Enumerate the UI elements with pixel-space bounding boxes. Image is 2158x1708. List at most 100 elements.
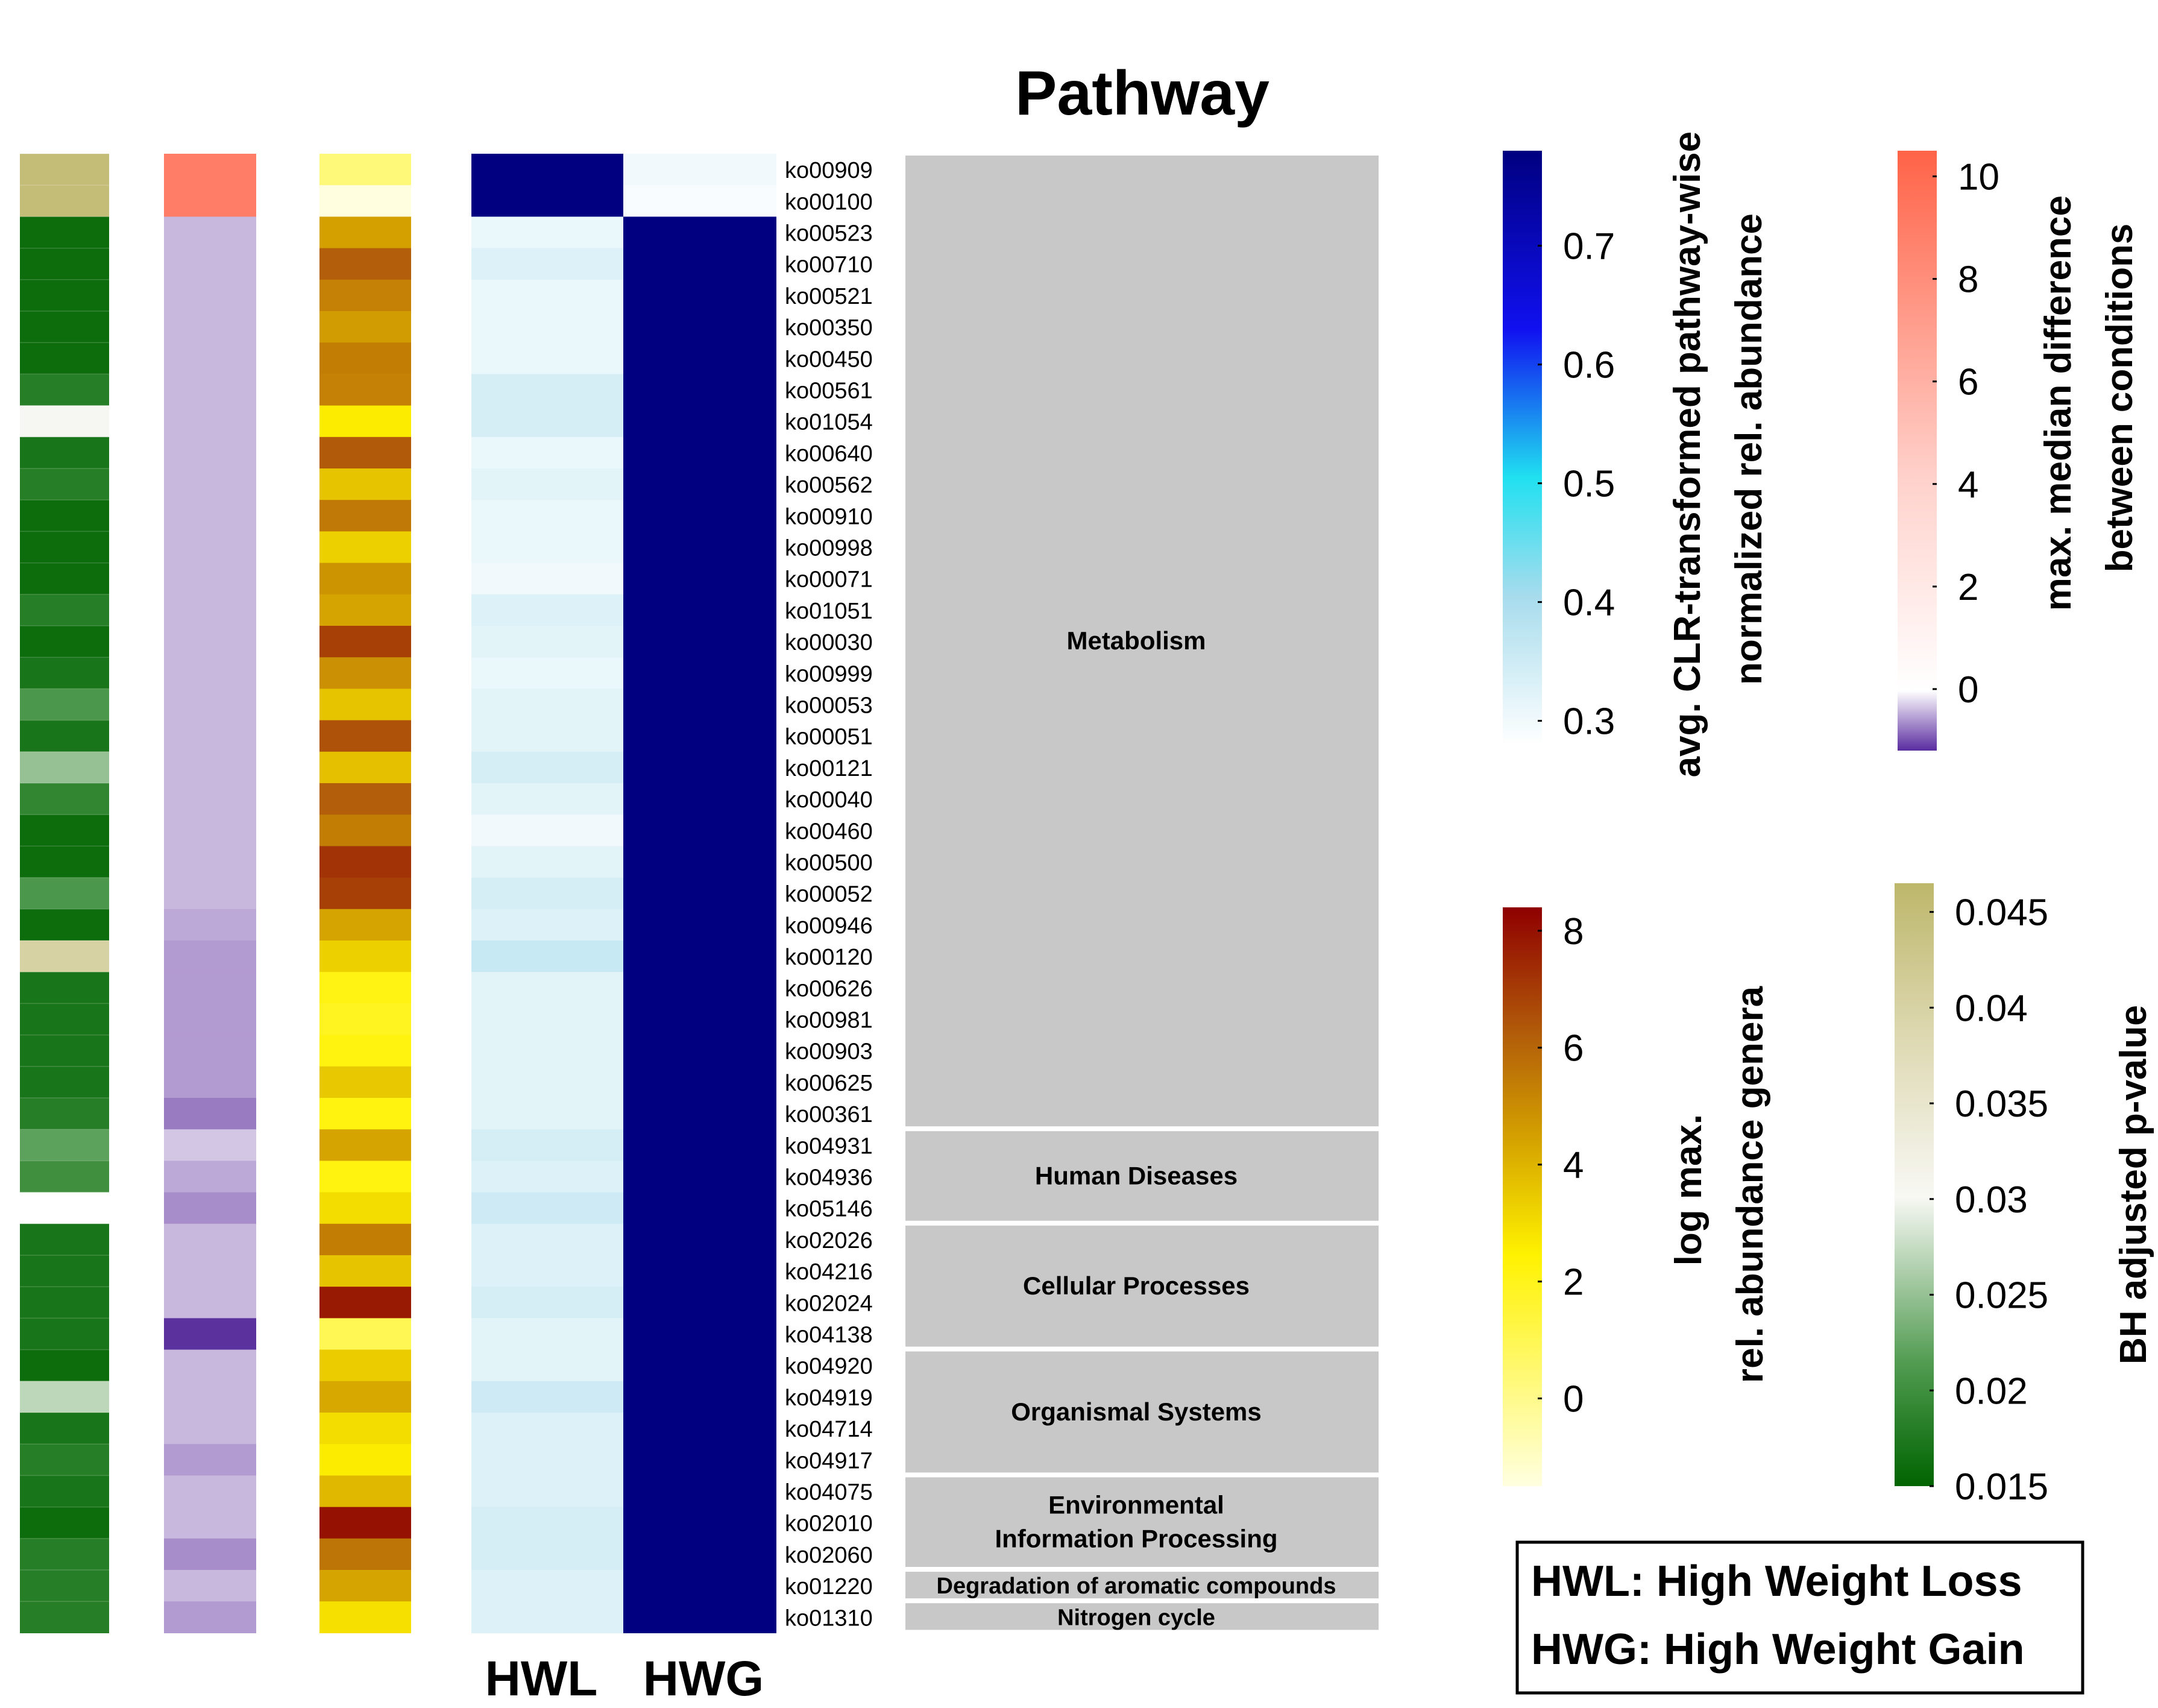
row-label: ko04075 — [785, 1480, 873, 1505]
heatmap-cell-hwg — [623, 500, 776, 532]
pathway-group-label: Metabolism — [1066, 626, 1206, 655]
pathway-group-label: Human Diseases — [1035, 1162, 1238, 1190]
legend-clr-ticks: 0.7 0.6 0.5 0.4 0.3 — [1538, 226, 1615, 743]
legend-pvalue-title: BH adjusted p-value — [2113, 1005, 2154, 1364]
row-label: ko00710 — [785, 253, 873, 278]
heatmap-cell-hwl — [471, 1035, 623, 1067]
heatmap-cell-hwl — [471, 751, 623, 784]
abundance-cell — [319, 500, 411, 532]
heatmap-cell-hwl — [471, 689, 623, 721]
pathway-group-box — [905, 1131, 1379, 1221]
row-label: ko04138 — [785, 1323, 873, 1348]
row-label: ko00998 — [785, 536, 873, 561]
legend-pvalue-ticks: 0.045 0.04 0.035 0.03 0.025 0.02 0.015 — [1930, 892, 2048, 1508]
abundance-cell — [319, 1003, 411, 1036]
pathway-group-label: Nitrogen cycle — [1057, 1605, 1215, 1630]
pvalue-cell — [20, 1003, 109, 1036]
row-label: ko00903 — [785, 1039, 873, 1065]
heatmap-cell-hwg — [623, 248, 776, 280]
pvalue-cell — [20, 342, 109, 374]
heatmap-cell-hwg — [623, 279, 776, 312]
heatmap-cell-hwg — [623, 1287, 776, 1319]
heatmap-cell-hwl — [471, 1538, 623, 1571]
heatmap-cell-hwl — [471, 248, 623, 280]
heatmap-cell-hwg — [623, 1098, 776, 1130]
median-diff-cell — [164, 941, 256, 972]
median-diff-cell — [164, 342, 256, 374]
abundance-cell — [319, 657, 411, 689]
row-label: ko00053 — [785, 693, 873, 719]
row-label: ko01220 — [785, 1574, 873, 1599]
heatmap-cell-hwg — [623, 405, 776, 438]
pvalue-cell — [20, 972, 109, 1004]
pvalue-cell — [20, 1538, 109, 1571]
abundance-cell — [319, 1192, 411, 1224]
pvalue-cell — [20, 689, 109, 721]
heatmap-cell-hwg — [623, 846, 776, 878]
median-diff-cell — [164, 216, 256, 249]
pathway-group-label: Information Processing — [995, 1525, 1277, 1553]
heatmap-cell-hwl — [471, 815, 623, 846]
legend-abundance-title-line2: rel. abundance genera — [1729, 986, 1771, 1383]
row-label: ko00946 — [785, 913, 873, 939]
pvalue-cell — [20, 1255, 109, 1287]
pvalue-cell — [20, 531, 109, 564]
abundance-cell — [319, 626, 411, 658]
pvalue-cell — [20, 1192, 109, 1224]
heatmap-cell-hwl — [471, 720, 623, 752]
heatmap-cell-hwl — [471, 1161, 623, 1193]
abundance-cell — [319, 909, 411, 941]
heatmap-cell-hwl — [471, 1507, 623, 1539]
pathway-group-box — [905, 1477, 1379, 1567]
heatmap-cell-hwl — [471, 1098, 623, 1130]
key-hwl: HWL: High Weight Loss — [1531, 1557, 2022, 1606]
legend-tick-label: 2 — [1958, 567, 1978, 608]
heatmap-cell-hwg — [623, 815, 776, 846]
heatmap-cell-hwg — [623, 1035, 776, 1067]
heatmap-cell-hwg — [623, 1003, 776, 1036]
pathway-group-label: Degradation of aromatic compounds — [937, 1574, 1336, 1599]
heatmap-cell-hwg — [623, 1570, 776, 1602]
pvalue-cell — [20, 815, 109, 846]
median-diff-cell — [164, 154, 256, 186]
abundance-cell — [319, 531, 411, 564]
legend-abundance-colorbar — [1503, 907, 1542, 1486]
median-diff-cell — [164, 436, 256, 469]
median-diff-cell — [164, 1255, 256, 1287]
median-diff-cell — [164, 1223, 256, 1256]
row-label: ko00120 — [785, 945, 873, 970]
abundance-cell — [319, 1349, 411, 1382]
chart-title: Pathway — [1015, 58, 1269, 128]
legend-median-diff-title: max. median difference between condition… — [2037, 185, 2141, 611]
heatmap-cell-hwl — [471, 1255, 623, 1287]
key-hwg: HWG: High Weight Gain — [1531, 1625, 2025, 1674]
heatmap-cell-hwg — [623, 1161, 776, 1193]
abundance-cell — [319, 751, 411, 784]
heatmap-cell-hwg — [623, 909, 776, 941]
legend-clr-title: avg. CLR-transformed pathway-wise normal… — [1667, 121, 1770, 778]
heatmap-cell-hwg — [623, 185, 776, 217]
median-diff-cell — [164, 626, 256, 658]
row-label: ko00521 — [785, 284, 873, 309]
row-label: ko04917 — [785, 1448, 873, 1473]
pvalue-cell — [20, 279, 109, 312]
heatmap-cell-hwg — [623, 1255, 776, 1287]
pvalue-cell — [20, 1570, 109, 1602]
row-label: ko02010 — [785, 1511, 873, 1537]
legend-tick-label: 0.015 — [1955, 1466, 2048, 1508]
row-label: ko00071 — [785, 567, 873, 593]
legend-tick-label: 8 — [1958, 259, 1978, 301]
legend-tick-label: 0.4 — [1563, 582, 1615, 624]
median-diff-cell — [164, 1192, 256, 1224]
median-diff-cell — [164, 846, 256, 878]
heatmap-cell-hwl — [471, 374, 623, 406]
median-diff-cell — [164, 720, 256, 752]
abbreviation-key-box — [1515, 1540, 2084, 1695]
abundance-cell — [319, 1381, 411, 1413]
row-label: ko01310 — [785, 1606, 873, 1631]
row-label: ko00030 — [785, 630, 873, 655]
abundance-cell — [319, 1538, 411, 1571]
median-diff-cell — [164, 1098, 256, 1130]
heatmap-cell-hwl — [471, 468, 623, 500]
